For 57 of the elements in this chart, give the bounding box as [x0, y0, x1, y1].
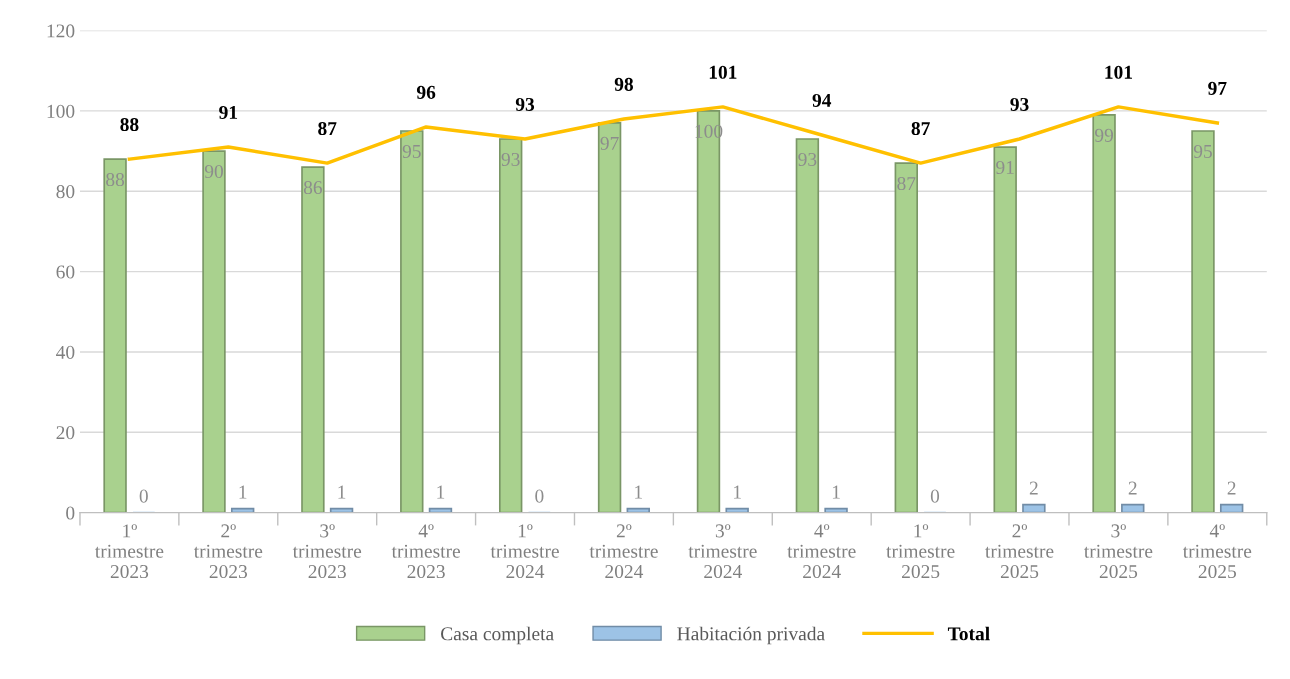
x-tick-label: 4º trimestre 2023 — [391, 524, 461, 579]
data-label: 94 — [812, 93, 832, 107]
data-label: 93 — [798, 152, 817, 166]
data-label: 88 — [106, 172, 125, 187]
y-tick-label: 120 — [47, 24, 75, 38]
y-tick-label: 0 — [66, 506, 75, 520]
data-label: 101 — [709, 65, 737, 79]
data-label: 2 — [1029, 481, 1038, 495]
x-tick-label: 3º trimestre 2023 — [292, 524, 362, 579]
data-label: 95 — [402, 144, 421, 158]
data-label: 1 — [635, 485, 642, 499]
x-tick-label: 4º trimestre 2024 — [787, 524, 856, 579]
data-label: 90 — [204, 164, 223, 179]
data-label: 101 — [1105, 65, 1133, 79]
data-label: 87 — [911, 121, 930, 136]
data-label: 93 — [515, 97, 535, 111]
data-label: 93 — [1010, 97, 1029, 111]
x-tick-label: 3º trimestre 2024 — [688, 524, 757, 579]
data-label: 91 — [219, 105, 238, 120]
y-tick-label: 100 — [47, 104, 75, 118]
data-label: 93 — [501, 152, 520, 166]
data-label: 1 — [832, 485, 840, 499]
x-tick-label: 1º trimestre 2023 — [95, 524, 164, 579]
data-label: 97 — [600, 136, 619, 150]
x-tick-label: 2º trimestre 2025 — [985, 524, 1054, 579]
x-tick-label: 1º trimestre 2024 — [490, 524, 559, 579]
y-tick-label: 80 — [56, 185, 75, 199]
y-tick-label: 40 — [56, 345, 75, 359]
data-label: 99 — [1094, 128, 1114, 142]
data-label: 0 — [139, 489, 148, 503]
x-tick-label: 2º trimestre 2024 — [589, 524, 658, 579]
data-label: 87 — [897, 176, 916, 191]
legend-label: Habitación privada — [677, 626, 825, 645]
legend-label: Casa completa — [441, 626, 554, 645]
data-label: 0 — [930, 489, 940, 503]
legend-label: Total — [947, 626, 990, 641]
data-label: 1 — [338, 485, 346, 499]
x-tick-label: 2º trimestre 2023 — [193, 524, 263, 579]
data-label: 91 — [996, 160, 1014, 175]
y-tick-label: 60 — [56, 265, 75, 279]
data-label: 1 — [239, 485, 247, 499]
data-label: 96 — [416, 85, 436, 99]
x-tick-label: 1º trimestre 2025 — [886, 524, 955, 579]
y-tick-label: 20 — [56, 426, 75, 440]
x-tick-label: 4º trimestre 2025 — [1182, 524, 1252, 579]
data-label: 1 — [734, 485, 741, 499]
data-label: 0 — [535, 489, 544, 503]
data-label: 1 — [437, 485, 445, 499]
x-tick-label: 3º trimestre 2025 — [1084, 524, 1153, 579]
data-label: 87 — [318, 121, 337, 136]
data-label: 2 — [1227, 481, 1236, 495]
data-label: 88 — [120, 117, 139, 132]
data-label: 2 — [1128, 481, 1137, 495]
data-label: 95 — [1193, 144, 1212, 158]
data-label: 97 — [1208, 81, 1227, 95]
data-label: 98 — [614, 77, 634, 91]
data-label: 86 — [303, 180, 323, 195]
